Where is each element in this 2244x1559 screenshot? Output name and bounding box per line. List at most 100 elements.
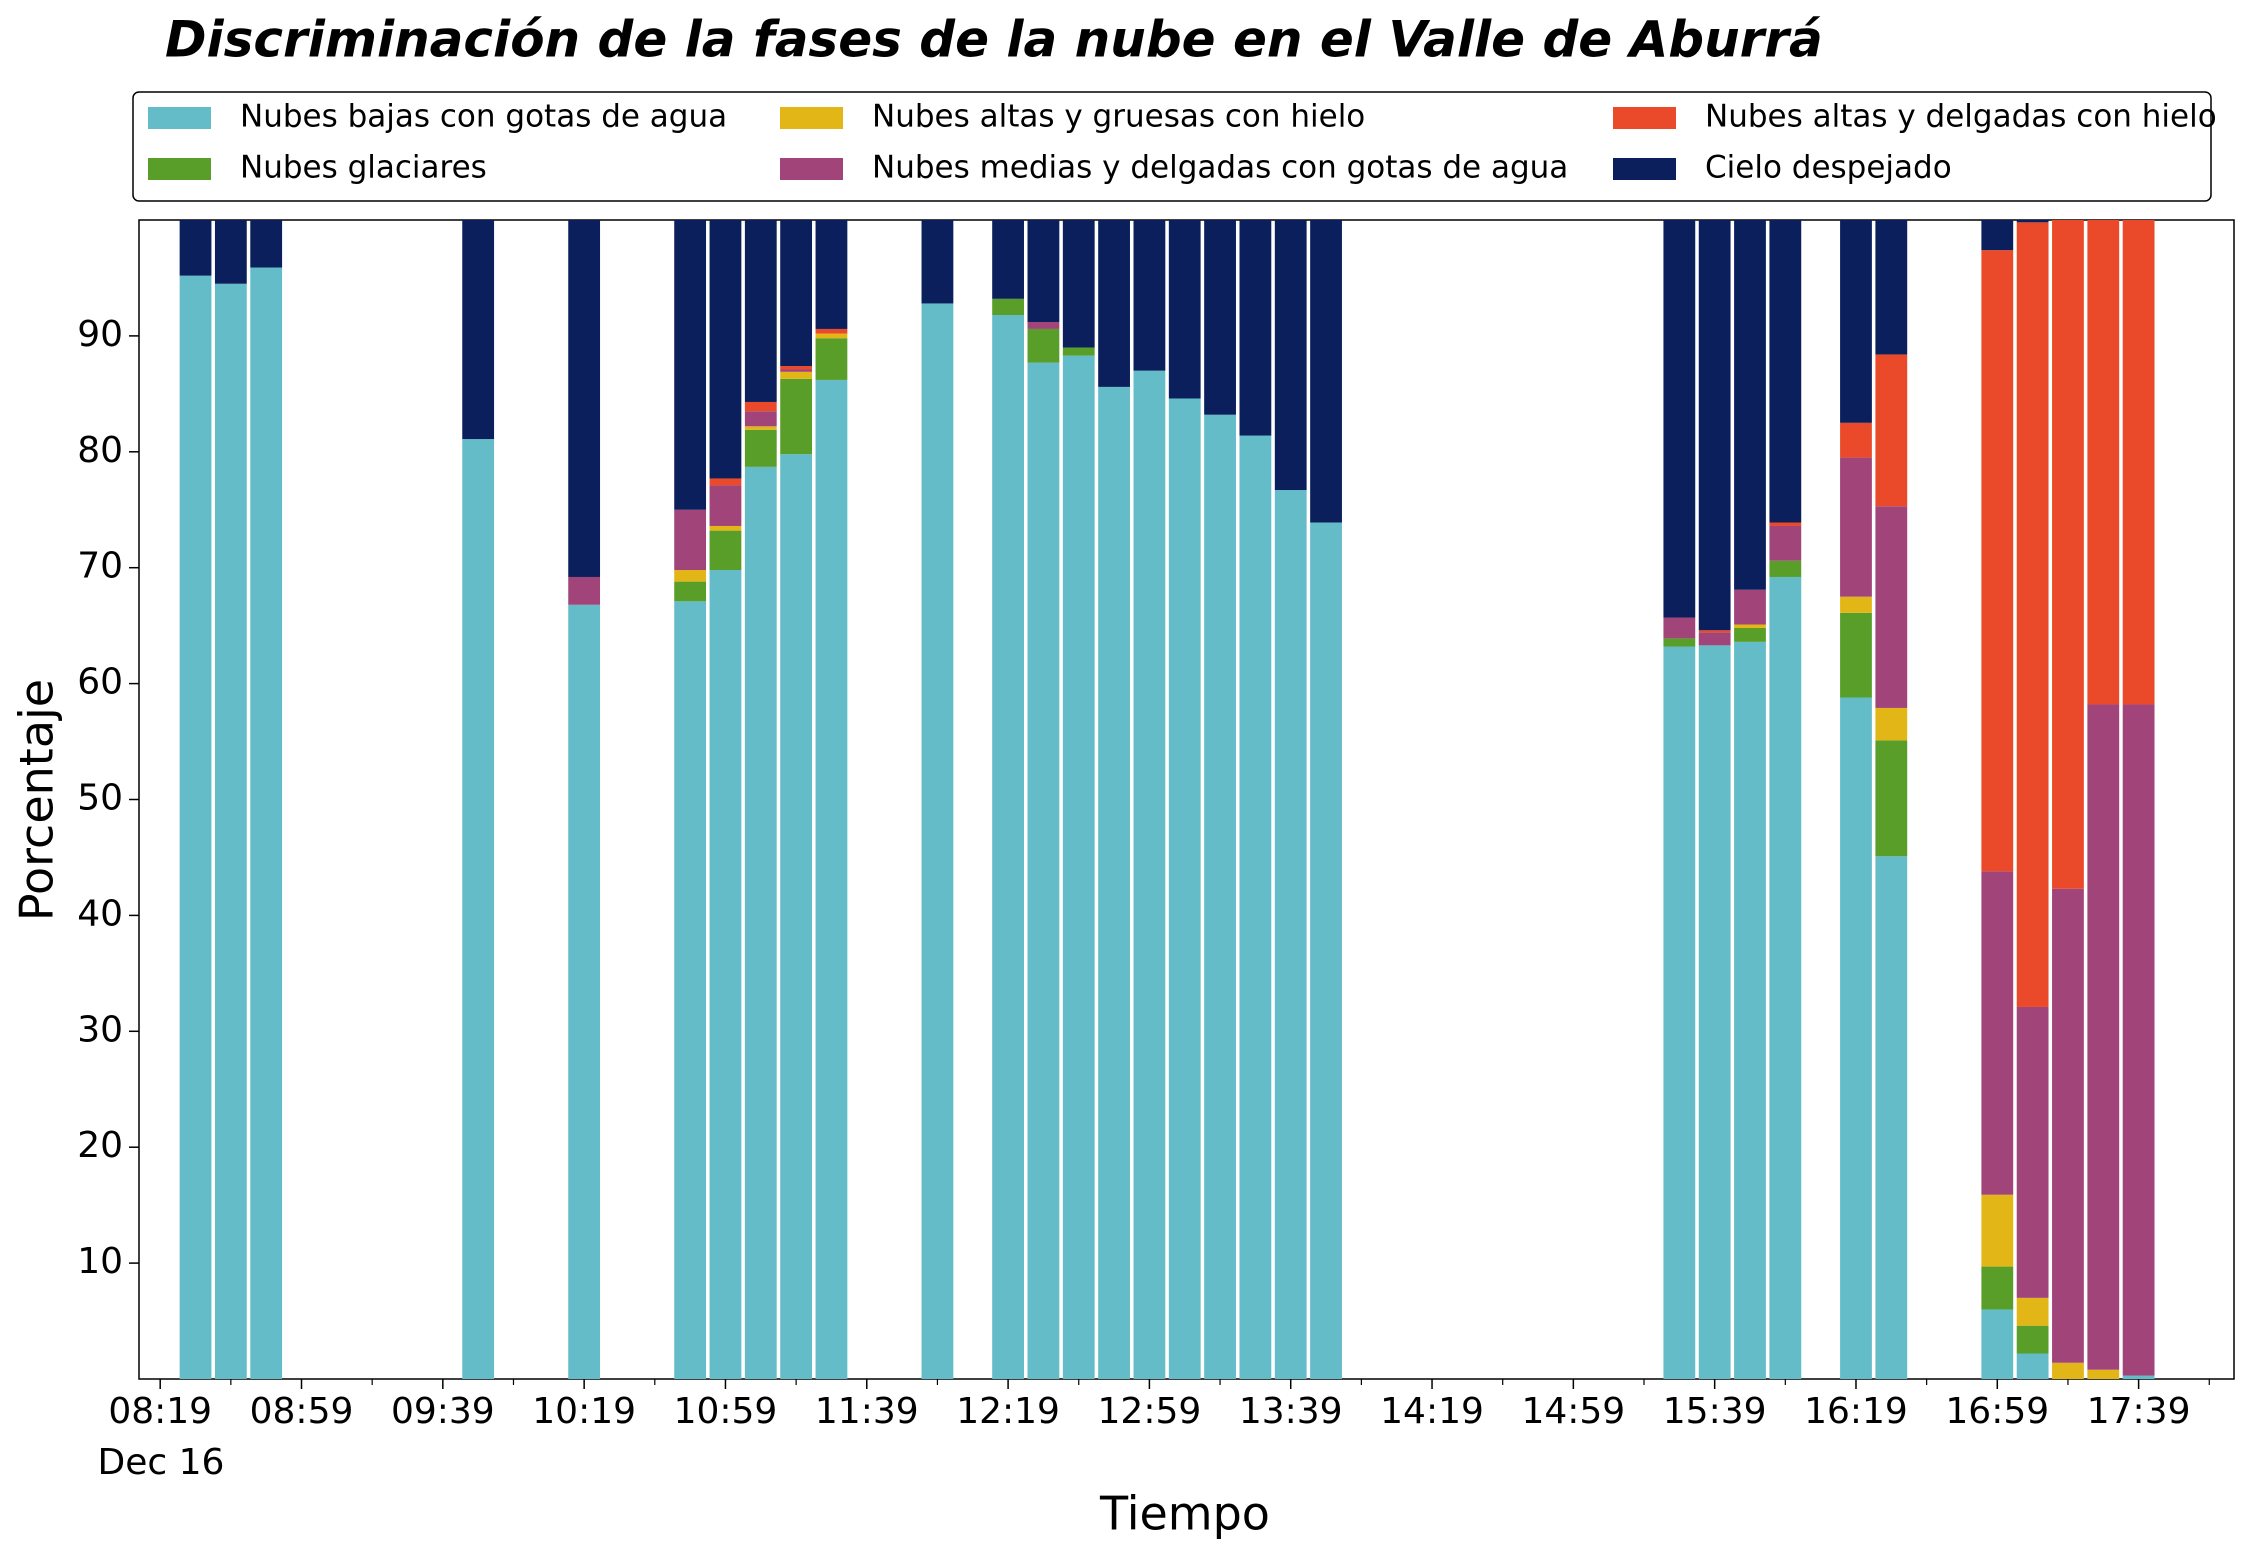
bar-segment <box>992 220 1024 299</box>
bar-segment <box>1663 638 1696 647</box>
x-tick-label: 08:19 <box>108 1391 212 1432</box>
bar-segment <box>1698 632 1731 646</box>
bar-segment <box>1027 220 1060 322</box>
bar-segment <box>709 220 742 479</box>
legend-swatch <box>780 107 843 129</box>
bar-segment <box>815 220 848 329</box>
bar-segment <box>1062 347 1095 356</box>
legend-label: Nubes altas y delgadas con hielo <box>1705 99 2217 135</box>
bar-segment <box>1981 220 2014 251</box>
y-tick-label: 10 <box>77 1241 123 1282</box>
bar-segment <box>780 371 813 379</box>
y-tick-label: 60 <box>77 662 123 703</box>
bar-segment <box>1027 362 1060 1379</box>
bar-segment <box>1875 506 1908 708</box>
bar-segment <box>1698 220 1731 631</box>
bar-segment <box>1062 355 1095 1379</box>
legend-swatch <box>1613 107 1676 129</box>
legend-swatch <box>1613 158 1676 180</box>
bar-segment <box>2087 704 2120 1370</box>
bar-segment <box>1663 220 1696 618</box>
bar-segment <box>744 429 777 467</box>
bar-segment <box>1840 457 1872 597</box>
bar-segment <box>1204 220 1236 415</box>
legend-label: Nubes glaciares <box>240 150 487 186</box>
bar-segment <box>250 267 283 1379</box>
bar-segment <box>1698 645 1731 1379</box>
bar-segment <box>1663 617 1696 639</box>
bar-segment <box>2016 220 2049 223</box>
bar-segment <box>1769 560 1802 577</box>
legend-label: Cielo despejado <box>1705 150 1952 186</box>
bar-segment <box>1027 328 1060 363</box>
bar-segment <box>1981 250 2014 872</box>
bar-segment <box>462 439 495 1379</box>
legend-label: Nubes altas y gruesas con hielo <box>872 99 1365 135</box>
x-tick-label: 14:19 <box>1380 1391 1484 1432</box>
bar-segment <box>1769 525 1802 561</box>
legend-swatch <box>148 107 211 129</box>
bar-segment <box>1840 422 1872 458</box>
bar-segment <box>1098 386 1130 1379</box>
bar-segment <box>179 275 212 1380</box>
x-tick-label: 10:19 <box>532 1391 636 1432</box>
bar-segment <box>2087 1369 2120 1379</box>
bar-segment <box>2122 220 2155 705</box>
bar-segment <box>568 576 601 605</box>
bar-segment <box>674 220 707 510</box>
bar-segment <box>1133 370 1166 1379</box>
bar-segment <box>1981 871 2014 1195</box>
bar-segment <box>1769 576 1802 1379</box>
y-tick-label: 30 <box>77 1009 123 1050</box>
y-tick-label: 50 <box>77 778 123 819</box>
bar-segment <box>1274 220 1307 491</box>
bar-segment <box>2016 222 2049 1007</box>
x-tick-label: 14:59 <box>1521 1391 1625 1432</box>
legend-box <box>132 91 2212 202</box>
y-tick-label: 80 <box>77 430 123 471</box>
x-tick-label: 17:39 <box>2087 1391 2191 1432</box>
bar-segment <box>744 220 777 402</box>
bar-segment <box>2122 1375 2155 1379</box>
bar-segment <box>780 220 813 367</box>
bar-segment <box>1310 522 1342 1379</box>
legend-label: Nubes bajas con gotas de agua <box>240 99 727 135</box>
bar-segment <box>709 525 742 531</box>
bar-segment <box>1981 1266 2014 1310</box>
x-tick-label: 16:59 <box>1945 1391 2049 1432</box>
bar-segment <box>2087 220 2120 705</box>
bar-segment <box>1734 641 1766 1379</box>
bar-segment <box>1239 435 1272 1380</box>
x-tick-label: 10:59 <box>674 1391 778 1432</box>
bar-segment <box>1204 414 1236 1379</box>
bar-segment <box>744 426 777 430</box>
x-tick-label: 12:19 <box>956 1391 1060 1432</box>
x-tick-label: 15:39 <box>1663 1391 1767 1432</box>
bar-segment <box>709 478 742 486</box>
x-tick-label: 08:59 <box>250 1391 354 1432</box>
y-tick-label: 20 <box>77 1125 123 1166</box>
bar-segment <box>1981 1194 2014 1267</box>
bar-segment <box>568 220 601 577</box>
bar-segment <box>1840 220 1872 423</box>
bar-segment <box>2016 1006 2049 1298</box>
bar-segment <box>1840 612 1872 698</box>
bar-segment <box>214 283 247 1379</box>
bar-segment <box>815 328 848 334</box>
x-tick-label: 13:39 <box>1239 1391 1343 1432</box>
bar-segment <box>674 601 707 1379</box>
x-tick-label: 16:19 <box>1804 1391 1908 1432</box>
x-tick-label: 12:59 <box>1098 1391 1202 1432</box>
bar-segment <box>815 333 848 339</box>
bar-segment <box>1875 707 1908 741</box>
bar-segment <box>1875 740 1908 857</box>
bar-segment <box>2052 220 2084 889</box>
bar-segment <box>1734 624 1766 628</box>
bar-segment <box>992 298 1024 316</box>
bar-segment <box>2052 1362 2084 1379</box>
bar-segment <box>2052 888 2084 1363</box>
legend-swatch <box>780 158 843 180</box>
x-tick-label: 11:39 <box>815 1391 919 1432</box>
legend-label: Nubes medias y delgadas con gotas de agu… <box>872 150 1568 186</box>
bar-segment <box>462 220 495 440</box>
